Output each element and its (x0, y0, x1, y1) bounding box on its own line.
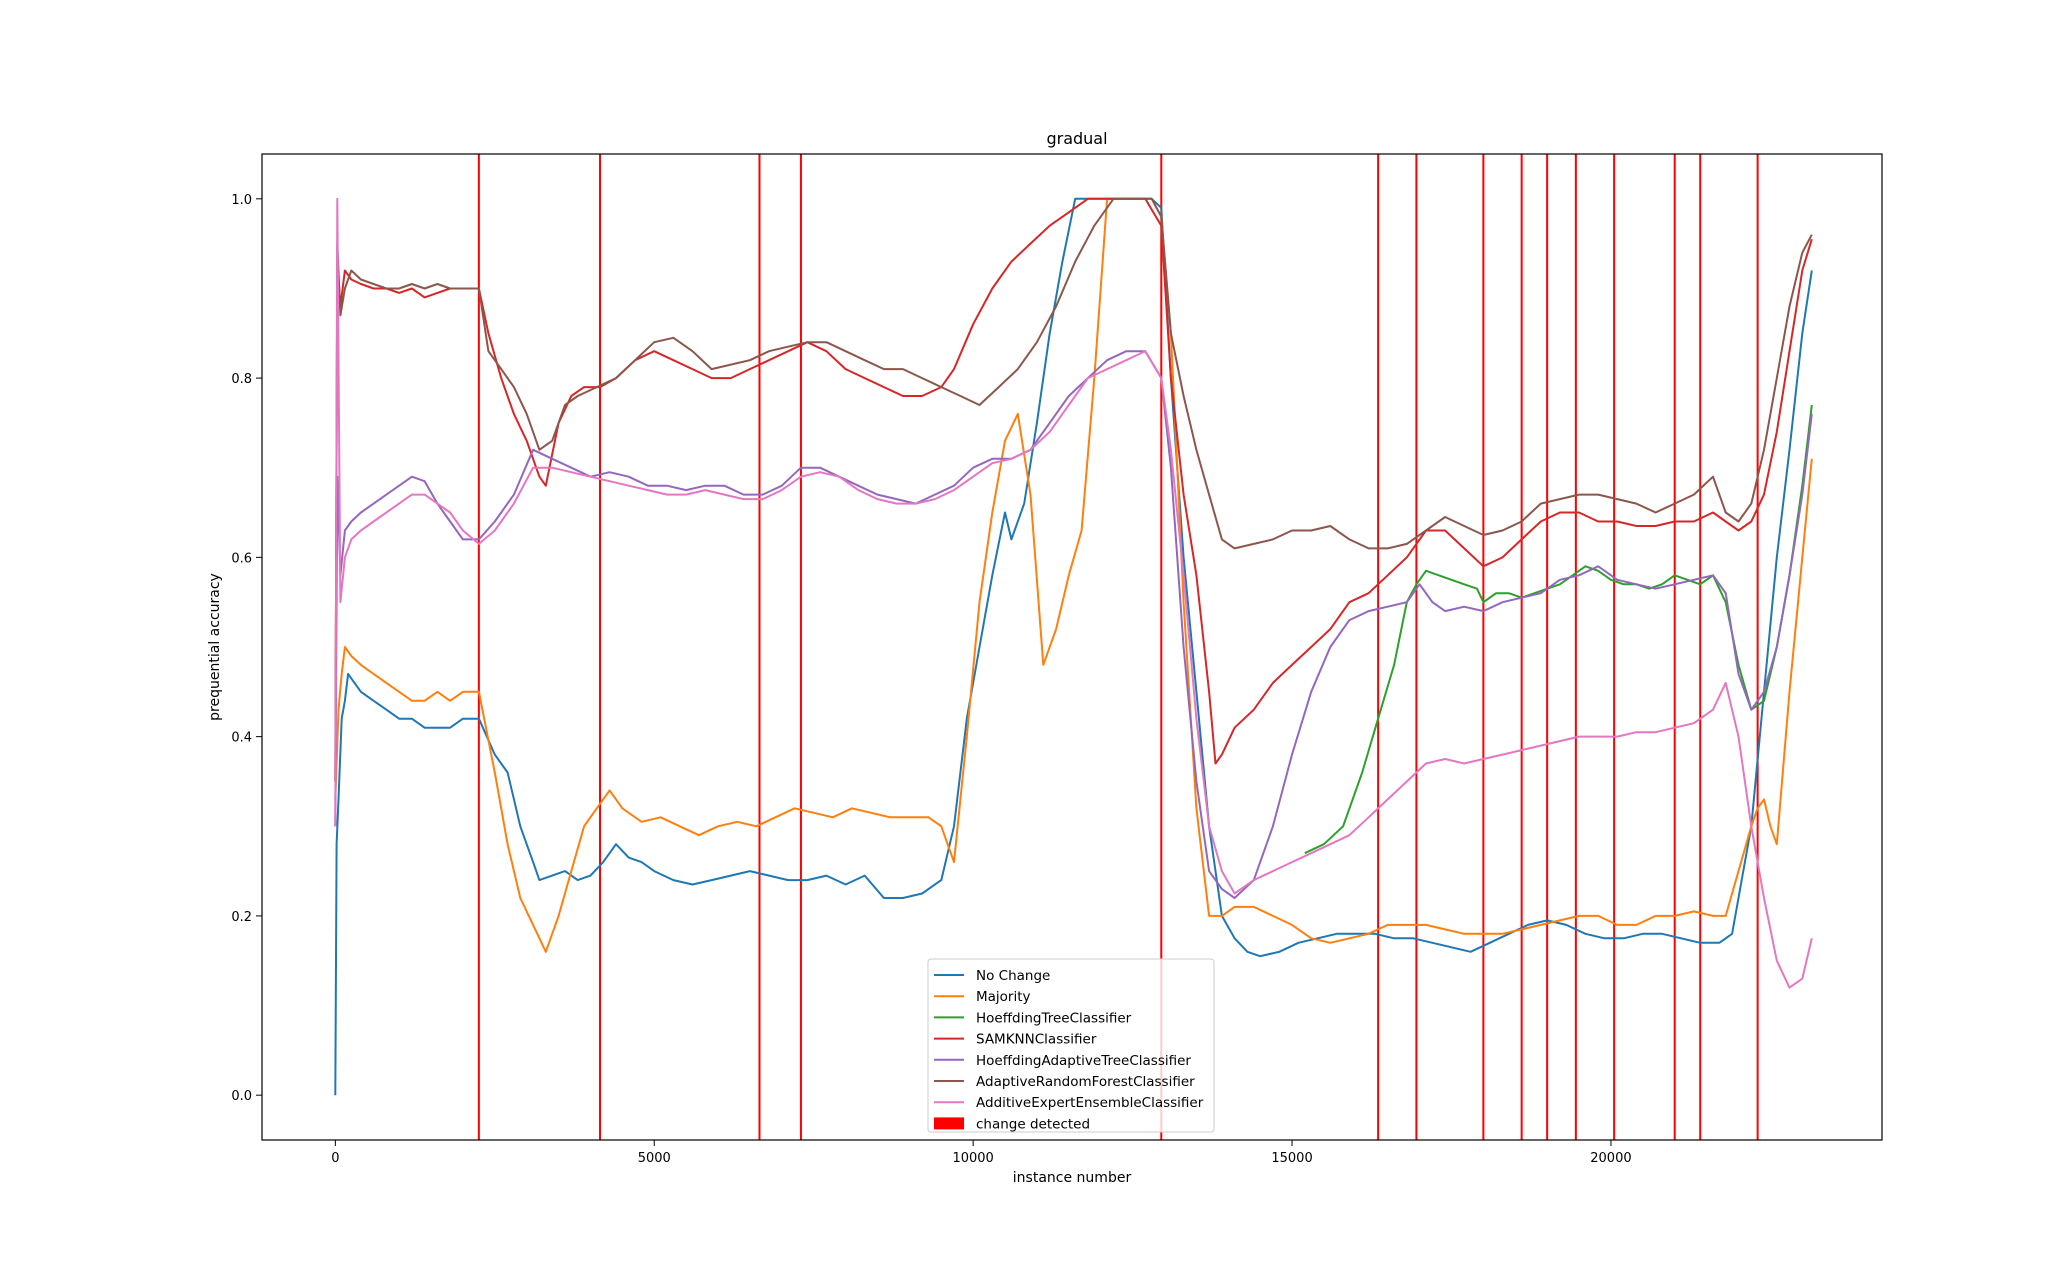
series-line-6 (334, 197, 1813, 782)
x-axis: 0 5000 10000 15000 20000 (331, 1140, 1632, 1166)
plot-frame (261, 153, 1883, 1141)
series-line-7 (334, 197, 1813, 989)
series-lines (334, 197, 1813, 1096)
y-tick-label: 0.4 (231, 731, 252, 746)
legend-label-5: HoeffdingAdaptiveTreeClassifier (976, 1053, 1191, 1069)
legend-box (927, 958, 1215, 1133)
legend-label-2: Majority (976, 989, 1031, 1005)
legend-label-7: AdditiveExpertEnsembleClassifier (976, 1095, 1204, 1111)
series-line-5 (334, 350, 1813, 899)
series-line-1 (334, 197, 1813, 1096)
y-axis-label: prequential accuracy (207, 573, 223, 721)
x-axis-label: instance number (1013, 1170, 1132, 1186)
legend-label-6: AdaptiveRandomForestClassifier (976, 1074, 1195, 1090)
legend: No Change Majority HoeffdingTreeClassifier… (927, 958, 1215, 1133)
legend-swatch-change (934, 1117, 964, 1130)
series-line-2 (334, 197, 1813, 953)
y-axis: 0.0 0.2 0.4 0.6 0.8 1.0 (231, 193, 262, 1104)
legend-label-1: No Change (976, 968, 1050, 984)
y-tick-label: 0.2 (231, 910, 252, 925)
x-tick-label: 5000 (638, 1151, 671, 1166)
legend-label-4: SAMKNNClassifier (976, 1032, 1097, 1048)
y-tick-label: 0.8 (231, 372, 252, 387)
y-tick-label: 1.0 (231, 193, 252, 208)
x-tick-label: 20000 (1590, 1151, 1631, 1166)
x-tick-label: 15000 (1271, 1151, 1312, 1166)
chart-title: gradual (1046, 129, 1107, 148)
x-tick-label: 0 (331, 1151, 339, 1166)
legend-label-3: HoeffdingTreeClassifier (976, 1010, 1132, 1026)
x-tick-label: 10000 (952, 1151, 993, 1166)
change-lines (477, 154, 1759, 1140)
y-tick-label: 0.0 (231, 1089, 252, 1104)
y-tick-label: 0.6 (231, 551, 252, 566)
legend-label-change: change detected (976, 1116, 1090, 1132)
